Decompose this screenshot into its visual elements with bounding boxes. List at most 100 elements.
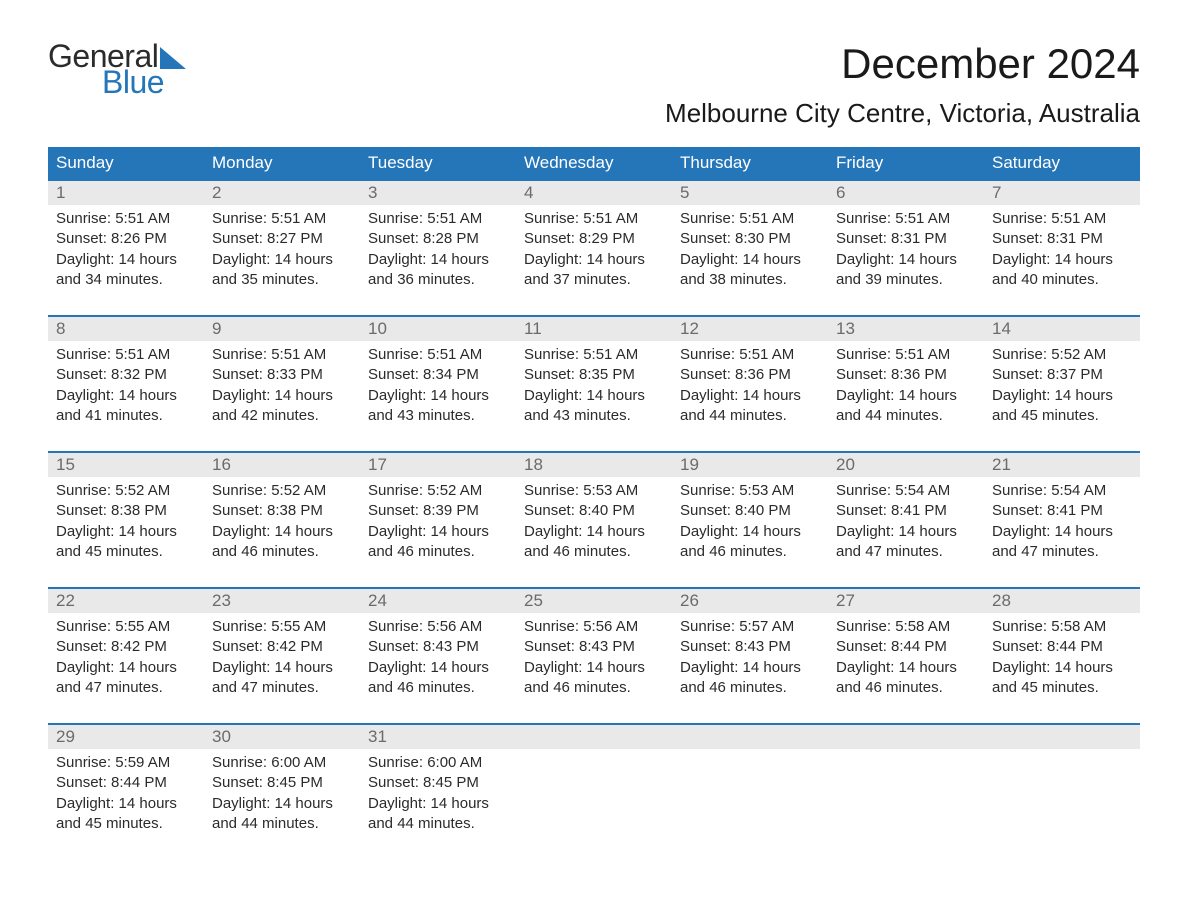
daylight-text: Daylight: 14 hours and 46 minutes. xyxy=(524,522,664,563)
calendar-day-cell: Sunrise: 5:59 AMSunset: 8:44 PMDaylight:… xyxy=(48,749,204,845)
day-number: 4 xyxy=(516,181,672,205)
day-header-monday: Monday xyxy=(204,147,360,179)
sunset-text: Sunset: 8:41 PM xyxy=(992,501,1132,521)
calendar-day-cell: Sunrise: 5:57 AMSunset: 8:43 PMDaylight:… xyxy=(672,613,828,709)
daylight-text: Daylight: 14 hours and 46 minutes. xyxy=(212,522,352,563)
day-number: 31 xyxy=(360,725,516,749)
calendar-week: 1234567Sunrise: 5:51 AMSunset: 8:26 PMDa… xyxy=(48,179,1140,301)
calendar-day-cell: Sunrise: 5:54 AMSunset: 8:41 PMDaylight:… xyxy=(984,477,1140,573)
calendar-day-cell xyxy=(828,749,984,845)
daylight-text: Daylight: 14 hours and 34 minutes. xyxy=(56,250,196,291)
daylight-text: Daylight: 14 hours and 47 minutes. xyxy=(836,522,976,563)
sunset-text: Sunset: 8:40 PM xyxy=(524,501,664,521)
sunrise-text: Sunrise: 5:51 AM xyxy=(836,209,976,229)
calendar-day-cell: Sunrise: 5:58 AMSunset: 8:44 PMDaylight:… xyxy=(828,613,984,709)
daylight-text: Daylight: 14 hours and 45 minutes. xyxy=(992,386,1132,427)
sunset-text: Sunset: 8:39 PM xyxy=(368,501,508,521)
daylight-text: Daylight: 14 hours and 47 minutes. xyxy=(992,522,1132,563)
calendar-week: 15161718192021Sunrise: 5:52 AMSunset: 8:… xyxy=(48,451,1140,573)
day-number: 24 xyxy=(360,589,516,613)
day-number: 11 xyxy=(516,317,672,341)
calendar-day-cell: Sunrise: 5:51 AMSunset: 8:35 PMDaylight:… xyxy=(516,341,672,437)
day-header-friday: Friday xyxy=(828,147,984,179)
day-number xyxy=(828,725,984,749)
sunset-text: Sunset: 8:28 PM xyxy=(368,229,508,249)
day-number: 6 xyxy=(828,181,984,205)
sunset-text: Sunset: 8:32 PM xyxy=(56,365,196,385)
sunset-text: Sunset: 8:35 PM xyxy=(524,365,664,385)
calendar-day-cell: Sunrise: 6:00 AMSunset: 8:45 PMDaylight:… xyxy=(204,749,360,845)
sunrise-text: Sunrise: 5:51 AM xyxy=(56,209,196,229)
day-number-row: 1234567 xyxy=(48,181,1140,205)
calendar-day-cell: Sunrise: 5:58 AMSunset: 8:44 PMDaylight:… xyxy=(984,613,1140,709)
sunrise-text: Sunrise: 5:56 AM xyxy=(368,617,508,637)
sunset-text: Sunset: 8:33 PM xyxy=(212,365,352,385)
sunrise-text: Sunrise: 5:57 AM xyxy=(680,617,820,637)
day-number: 1 xyxy=(48,181,204,205)
sunrise-text: Sunrise: 5:54 AM xyxy=(836,481,976,501)
day-number: 23 xyxy=(204,589,360,613)
day-number xyxy=(672,725,828,749)
day-number: 14 xyxy=(984,317,1140,341)
calendar-day-cell: Sunrise: 5:53 AMSunset: 8:40 PMDaylight:… xyxy=(516,477,672,573)
sunset-text: Sunset: 8:36 PM xyxy=(680,365,820,385)
calendar-day-cell: Sunrise: 5:55 AMSunset: 8:42 PMDaylight:… xyxy=(204,613,360,709)
daylight-text: Daylight: 14 hours and 41 minutes. xyxy=(56,386,196,427)
sunrise-text: Sunrise: 5:51 AM xyxy=(524,209,664,229)
sunset-text: Sunset: 8:43 PM xyxy=(368,637,508,657)
sunset-text: Sunset: 8:43 PM xyxy=(680,637,820,657)
daylight-text: Daylight: 14 hours and 46 minutes. xyxy=(680,658,820,699)
day-number: 12 xyxy=(672,317,828,341)
sunset-text: Sunset: 8:45 PM xyxy=(368,773,508,793)
sunset-text: Sunset: 8:29 PM xyxy=(524,229,664,249)
sunset-text: Sunset: 8:37 PM xyxy=(992,365,1132,385)
sunrise-text: Sunrise: 5:52 AM xyxy=(56,481,196,501)
calendar-day-cell: Sunrise: 5:51 AMSunset: 8:36 PMDaylight:… xyxy=(672,341,828,437)
day-number: 18 xyxy=(516,453,672,477)
daylight-text: Daylight: 14 hours and 43 minutes. xyxy=(368,386,508,427)
sunrise-text: Sunrise: 5:52 AM xyxy=(212,481,352,501)
day-number: 20 xyxy=(828,453,984,477)
calendar-day-cell xyxy=(516,749,672,845)
daylight-text: Daylight: 14 hours and 39 minutes. xyxy=(836,250,976,291)
daylight-text: Daylight: 14 hours and 44 minutes. xyxy=(212,794,352,835)
sunset-text: Sunset: 8:42 PM xyxy=(56,637,196,657)
daylight-text: Daylight: 14 hours and 43 minutes. xyxy=(524,386,664,427)
calendar-day-cell: Sunrise: 5:51 AMSunset: 8:30 PMDaylight:… xyxy=(672,205,828,301)
sunset-text: Sunset: 8:36 PM xyxy=(836,365,976,385)
day-number xyxy=(516,725,672,749)
sunrise-text: Sunrise: 5:53 AM xyxy=(524,481,664,501)
day-number: 30 xyxy=(204,725,360,749)
day-number: 29 xyxy=(48,725,204,749)
sunset-text: Sunset: 8:31 PM xyxy=(836,229,976,249)
calendar-day-cell: Sunrise: 5:51 AMSunset: 8:33 PMDaylight:… xyxy=(204,341,360,437)
calendar-day-cell: Sunrise: 5:56 AMSunset: 8:43 PMDaylight:… xyxy=(516,613,672,709)
calendar-day-cell: Sunrise: 5:56 AMSunset: 8:43 PMDaylight:… xyxy=(360,613,516,709)
sunrise-text: Sunrise: 5:51 AM xyxy=(212,209,352,229)
day-number: 28 xyxy=(984,589,1140,613)
day-number-row: 22232425262728 xyxy=(48,589,1140,613)
day-number: 10 xyxy=(360,317,516,341)
day-number-row: 891011121314 xyxy=(48,317,1140,341)
title-block: December 2024 Melbourne City Centre, Vic… xyxy=(665,40,1140,129)
day-number: 27 xyxy=(828,589,984,613)
page-title: December 2024 xyxy=(665,40,1140,88)
day-header-row: Sunday Monday Tuesday Wednesday Thursday… xyxy=(48,147,1140,179)
daylight-text: Daylight: 14 hours and 35 minutes. xyxy=(212,250,352,291)
daylight-text: Daylight: 14 hours and 37 minutes. xyxy=(524,250,664,291)
calendar-day-cell: Sunrise: 5:51 AMSunset: 8:34 PMDaylight:… xyxy=(360,341,516,437)
sunset-text: Sunset: 8:41 PM xyxy=(836,501,976,521)
day-number: 21 xyxy=(984,453,1140,477)
daylight-text: Daylight: 14 hours and 45 minutes. xyxy=(56,522,196,563)
sunrise-text: Sunrise: 5:55 AM xyxy=(212,617,352,637)
sunset-text: Sunset: 8:45 PM xyxy=(212,773,352,793)
sunset-text: Sunset: 8:34 PM xyxy=(368,365,508,385)
daylight-text: Daylight: 14 hours and 47 minutes. xyxy=(212,658,352,699)
calendar-day-cell xyxy=(984,749,1140,845)
day-number-row: 293031 xyxy=(48,725,1140,749)
sunrise-text: Sunrise: 5:54 AM xyxy=(992,481,1132,501)
day-number: 25 xyxy=(516,589,672,613)
calendar-day-cell: Sunrise: 6:00 AMSunset: 8:45 PMDaylight:… xyxy=(360,749,516,845)
sunrise-text: Sunrise: 5:51 AM xyxy=(368,209,508,229)
sunrise-text: Sunrise: 5:51 AM xyxy=(992,209,1132,229)
